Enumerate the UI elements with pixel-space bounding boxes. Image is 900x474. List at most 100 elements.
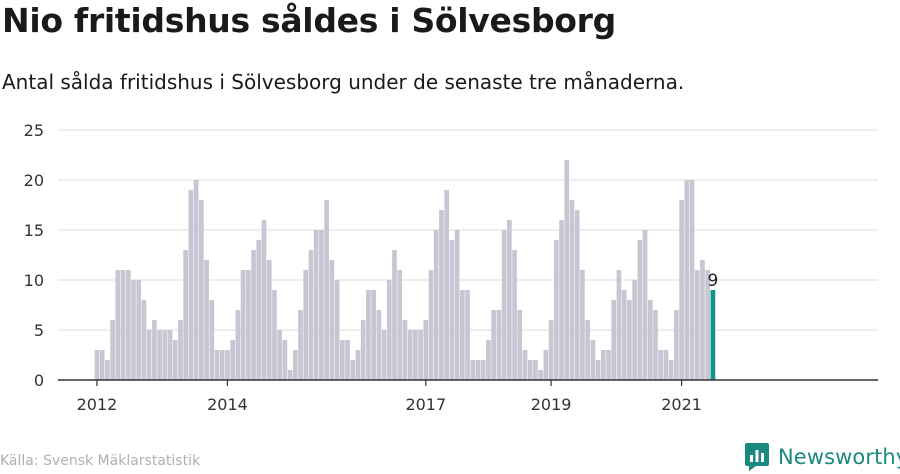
bar bbox=[590, 340, 596, 380]
bar bbox=[491, 310, 497, 380]
bar bbox=[627, 300, 632, 380]
bar bbox=[454, 230, 460, 380]
highlight-bar bbox=[710, 290, 716, 380]
bar bbox=[277, 330, 282, 380]
bar bbox=[266, 260, 272, 380]
bar bbox=[371, 290, 376, 380]
bar bbox=[105, 360, 110, 380]
bar bbox=[345, 340, 350, 380]
bar bbox=[251, 250, 256, 380]
bar bbox=[240, 270, 246, 380]
bar bbox=[172, 340, 178, 380]
bar bbox=[125, 270, 131, 380]
bar bbox=[235, 310, 241, 380]
bar bbox=[115, 270, 121, 380]
bar bbox=[611, 300, 617, 380]
bar bbox=[564, 160, 570, 380]
bar bbox=[433, 230, 439, 380]
bar bbox=[120, 270, 126, 380]
highlight-data-label: 9 bbox=[707, 271, 718, 291]
bar bbox=[512, 250, 517, 380]
bar bbox=[553, 240, 559, 380]
bar bbox=[486, 340, 491, 380]
bar bbox=[298, 310, 303, 380]
bar bbox=[533, 360, 538, 380]
bar bbox=[146, 330, 152, 380]
bar bbox=[470, 360, 476, 380]
y-tick-label-20: 20 bbox=[24, 171, 44, 190]
bar bbox=[679, 200, 684, 380]
bar bbox=[674, 310, 679, 380]
bar bbox=[183, 250, 189, 380]
bar bbox=[355, 350, 361, 380]
bar bbox=[381, 330, 387, 380]
newsworthy-logo: Newsworthy bbox=[744, 442, 900, 472]
bar bbox=[407, 330, 413, 380]
bar bbox=[214, 350, 220, 380]
bar bbox=[637, 240, 643, 380]
bar bbox=[167, 330, 173, 380]
bar bbox=[193, 180, 199, 380]
bar bbox=[136, 280, 142, 380]
bar bbox=[647, 300, 653, 380]
bar bbox=[700, 260, 705, 380]
bar bbox=[705, 270, 711, 380]
y-tick-label-0: 0 bbox=[34, 371, 44, 390]
x-tick-label-2014: 2014 bbox=[207, 395, 248, 414]
bar bbox=[465, 290, 470, 380]
bar bbox=[392, 250, 397, 380]
bar bbox=[632, 280, 637, 380]
bar bbox=[413, 330, 418, 380]
bar bbox=[376, 310, 382, 380]
bar bbox=[653, 310, 658, 380]
bar bbox=[668, 360, 674, 380]
bar bbox=[272, 290, 277, 380]
bar bbox=[658, 350, 664, 380]
source-note: Källa: Svensk Mäklarstatistik bbox=[0, 453, 201, 469]
bar bbox=[684, 180, 690, 380]
bar bbox=[527, 360, 533, 380]
brand-name: Newsworthy bbox=[778, 445, 900, 469]
bar bbox=[585, 320, 590, 380]
bar bbox=[188, 190, 194, 380]
bar bbox=[428, 270, 434, 380]
bar bbox=[303, 270, 309, 380]
bar bbox=[209, 300, 215, 380]
bar bbox=[324, 200, 329, 380]
chart-subtitle: Antal sålda fritidshus i Sölvesborg unde… bbox=[2, 70, 685, 94]
bar bbox=[543, 350, 549, 380]
bar bbox=[689, 180, 695, 380]
bar bbox=[423, 320, 429, 380]
x-tick-label-2012: 2012 bbox=[77, 395, 118, 414]
bar bbox=[439, 210, 444, 380]
bar bbox=[366, 290, 371, 380]
bar bbox=[94, 350, 100, 380]
bar bbox=[548, 320, 554, 380]
x-tick-label-2019: 2019 bbox=[531, 395, 572, 414]
bar bbox=[402, 320, 408, 380]
y-tick-label-25: 25 bbox=[24, 121, 44, 140]
bar bbox=[219, 350, 225, 380]
bar bbox=[538, 370, 543, 380]
bar bbox=[287, 370, 293, 380]
bar bbox=[230, 340, 236, 380]
bar bbox=[574, 210, 580, 380]
bar bbox=[110, 320, 115, 380]
bar bbox=[386, 280, 392, 380]
bar bbox=[178, 320, 183, 380]
y-tick-label-5: 5 bbox=[34, 321, 44, 340]
bar bbox=[308, 250, 314, 380]
bar bbox=[329, 260, 335, 380]
bar bbox=[204, 260, 209, 380]
bar bbox=[256, 240, 262, 380]
bar bbox=[501, 230, 507, 380]
bar bbox=[449, 240, 455, 380]
bar bbox=[559, 220, 564, 380]
bar bbox=[522, 350, 528, 380]
y-tick-label-10: 10 bbox=[24, 271, 44, 290]
bar bbox=[595, 360, 601, 380]
bar bbox=[162, 330, 168, 380]
bar bbox=[350, 360, 356, 380]
bar bbox=[580, 270, 585, 380]
bar bbox=[152, 320, 157, 380]
